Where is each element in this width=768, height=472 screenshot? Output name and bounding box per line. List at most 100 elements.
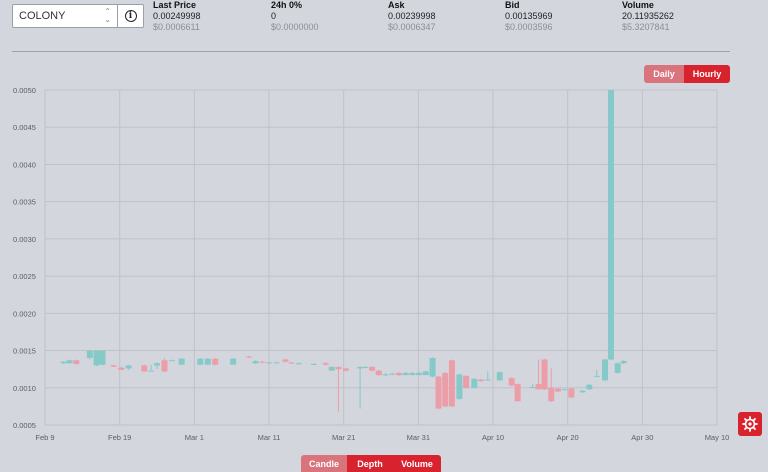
candle-body	[204, 358, 211, 365]
candle-body	[99, 350, 106, 365]
candle-body	[161, 360, 168, 372]
candle-body	[197, 358, 204, 365]
candle-body	[456, 374, 463, 399]
candle-body	[593, 375, 600, 377]
candle-body	[86, 350, 93, 358]
candle-tab[interactable]: Candle	[301, 455, 347, 472]
stat-label: Bid	[505, 0, 520, 10]
candle-body	[535, 384, 542, 390]
candle-body	[463, 375, 470, 388]
stat-usd: $0.0000000	[271, 22, 319, 32]
candlestick-chart[interactable]: 0.0050 0.0045 0.0040 0.0035 0.0030 0.0025 0.00…	[0, 80, 768, 452]
y-tick-label: 0.0005	[13, 421, 36, 430]
candle-body	[586, 384, 593, 390]
candle-body	[60, 361, 67, 364]
stat-usd: $5.3207841	[622, 22, 670, 32]
y-tick-label: 0.0020	[13, 309, 36, 318]
stat-ask: Ask 0.00239998 $0.0006347	[388, 0, 436, 33]
stat-value: 20.11935262	[622, 11, 674, 21]
candle-body	[478, 379, 485, 382]
candle-body	[607, 90, 614, 360]
x-tick-label: Feb 9	[35, 433, 54, 442]
info-icon: i	[124, 10, 137, 22]
candle-body	[73, 360, 80, 364]
candle-body	[389, 373, 396, 375]
x-tick-label: May 10	[705, 433, 730, 442]
candle-body	[395, 372, 402, 376]
chart-view-tabs: Candle Depth Volume	[301, 455, 441, 472]
pair-selector-value: COLONY	[19, 10, 66, 22]
candle-body	[484, 379, 491, 381]
candle-body	[375, 370, 382, 376]
candle-body	[245, 356, 252, 358]
y-tick-label: 0.0015	[13, 347, 36, 356]
candle-body	[178, 358, 185, 365]
stat-last-price: Last Price 0.00249998 $0.0006611	[153, 0, 201, 33]
candle-body	[602, 359, 608, 381]
candle-body	[548, 387, 555, 402]
candle-body	[369, 366, 376, 371]
candle-body	[448, 360, 455, 407]
stat-usd: $0.0006347	[388, 22, 436, 32]
y-tick-label: 0.0045	[13, 123, 36, 132]
candle-body	[429, 358, 436, 377]
candle-body	[141, 365, 148, 372]
info-button[interactable]: i	[118, 4, 144, 28]
y-tick-label: 0.0050	[13, 86, 36, 95]
candle-body	[118, 367, 125, 370]
candle-body	[259, 361, 266, 363]
candle-body	[620, 360, 627, 364]
stat-label: Last Price	[153, 0, 197, 10]
chart-settings-button[interactable]	[738, 412, 762, 436]
daily-button[interactable]: Daily	[644, 65, 684, 83]
depth-tab[interactable]: Depth	[347, 455, 393, 472]
stat-usd: $0.0006611	[153, 22, 200, 32]
pair-selector[interactable]: COLONY ⌃ ⌄	[12, 4, 118, 28]
x-tick-label: Mar 31	[407, 433, 430, 442]
candle-body	[266, 362, 272, 364]
candle-body	[529, 387, 536, 389]
candle-body	[541, 359, 548, 390]
candle-body	[561, 389, 568, 391]
candle-body	[148, 370, 155, 372]
candle-body	[402, 372, 409, 376]
candle-body	[125, 365, 132, 369]
candle-body	[568, 388, 575, 398]
candle-body	[335, 366, 342, 370]
x-tick-label: Apr 20	[557, 433, 579, 442]
candle-body	[212, 358, 219, 365]
stat-label: 24h 0%	[271, 0, 303, 10]
y-tick-label: 0.0030	[13, 235, 36, 244]
x-tick-label: Mar 11	[258, 433, 281, 442]
candle-body	[230, 358, 237, 365]
hourly-button[interactable]: Hourly	[684, 65, 730, 83]
candle-body	[310, 363, 317, 365]
header-divider	[12, 51, 730, 52]
stat-usd: $0.0003596	[505, 22, 553, 32]
candle-body	[496, 372, 503, 381]
volume-tab[interactable]: Volume	[393, 455, 441, 472]
y-tick-label: 0.0035	[13, 198, 36, 207]
candle-body	[273, 362, 280, 364]
stat-value: 0.00249998	[153, 11, 201, 21]
candle-body	[382, 374, 389, 376]
stat-volume: Volume 20.11935262 $5.3207841	[622, 0, 674, 33]
candle-body	[168, 360, 175, 362]
stat-label: Volume	[622, 0, 654, 10]
gear-icon	[742, 416, 758, 432]
candle-body	[416, 372, 423, 376]
candle-body	[328, 366, 335, 371]
stat-bid: Bid 0.00135969 $0.0003596	[505, 0, 553, 33]
stat-24h-change: 24h 0% 0 $0.0000000	[271, 0, 319, 33]
stat-value: 0.00135969	[505, 11, 553, 21]
stat-value: 0	[271, 11, 277, 21]
y-tick-label: 0.0025	[13, 272, 36, 281]
candle-body	[93, 350, 100, 366]
x-tick-label: Mar 21	[332, 433, 355, 442]
stat-value: 0.00239998	[388, 11, 436, 21]
candle-body	[422, 371, 429, 376]
candle-body	[471, 378, 478, 388]
candle-body	[154, 363, 160, 366]
x-tick-label: Mar 1	[185, 433, 204, 442]
candle-body	[554, 388, 561, 392]
